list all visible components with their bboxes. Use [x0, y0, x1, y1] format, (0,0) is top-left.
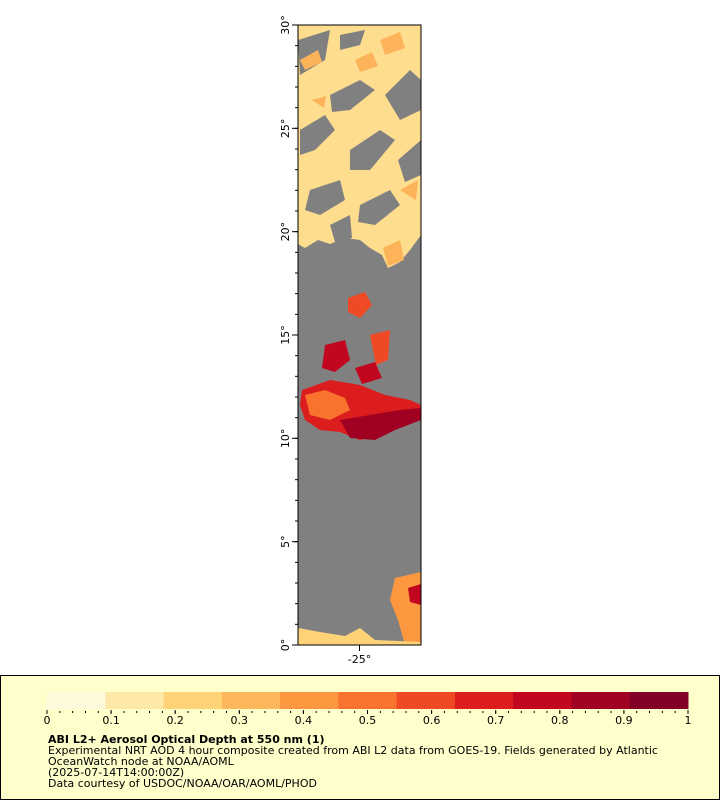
lat-tick-label: 25°	[279, 119, 292, 139]
colorbar-tick-label: 1	[685, 714, 692, 727]
colorbar-swatch	[338, 692, 398, 709]
caption-description: OceanWatch node at NOAA/AOML	[48, 755, 235, 768]
lat-tick-label: 30°	[279, 15, 292, 35]
lat-tick-label: 0°	[279, 639, 292, 652]
lat-tick-label: 10°	[279, 429, 292, 449]
aod-image	[298, 25, 421, 645]
colorbar-swatch	[105, 692, 165, 709]
colorbar-tick-label: 0.2	[166, 714, 184, 727]
map-axes: 0° 5° 10° 15° 20° 25° 30° -25°	[279, 15, 371, 666]
lat-tick-label: 5°	[279, 535, 292, 548]
colorbar-swatch	[221, 692, 281, 709]
colorbar-swatch	[629, 692, 689, 709]
colorbar-swatch	[163, 692, 223, 709]
colorbar-swatch	[571, 692, 631, 709]
colorbar: 0 0.1 0.2 0.3 0.4 0.5 0.6 0.7 0.8 0.9 1	[44, 692, 692, 727]
caption-title: ABI L2+ Aerosol Optical Depth at 550 nm …	[48, 733, 325, 746]
caption-description: Experimental NRT AOD 4 hour composite cr…	[48, 744, 658, 757]
colorbar-swatch	[396, 692, 456, 709]
colorbar-tick-label: 0.1	[102, 714, 120, 727]
lon-tick-label: -25°	[348, 653, 371, 666]
colorbar-tick-label: 0	[44, 714, 51, 727]
colorbar-tick-label: 0.7	[487, 714, 505, 727]
caption-time: (2025-07-14T14:00:00Z)	[48, 766, 184, 779]
colorbar-tick-label: 0.4	[295, 714, 313, 727]
colorbar-swatch	[47, 692, 106, 709]
colorbar-tick-label: 0.8	[551, 714, 569, 727]
colorbar-swatch	[280, 692, 339, 709]
colorbar-tick-label: 0.6	[423, 714, 441, 727]
colorbar-swatch	[513, 692, 572, 709]
caption-credit: Data courtesy of USDOC/NOAA/OAR/AOML/PHO…	[48, 777, 317, 790]
lat-tick-label: 20°	[279, 222, 292, 242]
colorbar-tick-label: 0.9	[615, 714, 633, 727]
colorbar-swatch	[454, 692, 514, 709]
colorbar-tick-label: 0.3	[231, 714, 249, 727]
lat-tick-label: 15°	[279, 325, 292, 345]
colorbar-tick-label: 0.5	[359, 714, 377, 727]
